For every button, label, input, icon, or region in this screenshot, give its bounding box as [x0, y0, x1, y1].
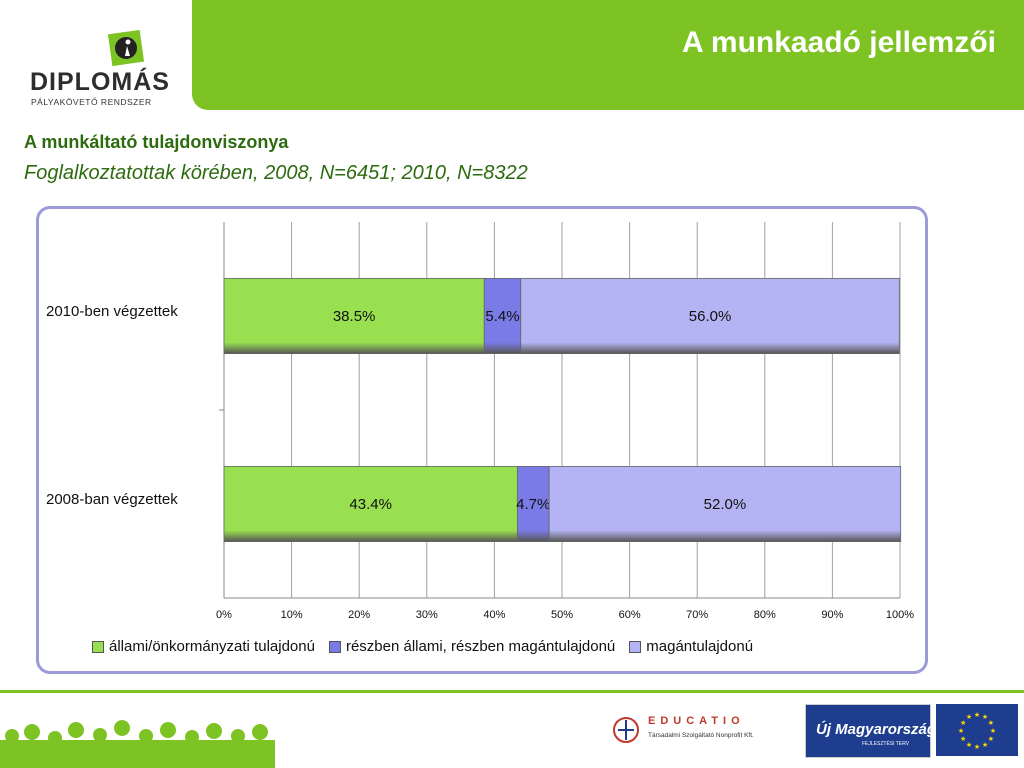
educatio-logo-icon	[613, 717, 639, 743]
x-tick-label: 40%	[483, 609, 505, 621]
eu-star-icon: ★	[974, 711, 980, 719]
eu-star-icon: ★	[960, 735, 966, 743]
data-label: 52.0%	[704, 496, 747, 513]
legend-label: részben állami, részben magántulajdonú	[345, 638, 616, 655]
legend-label: állami/önkormányzati tulajdonú	[109, 638, 315, 655]
eu-star-icon: ★	[974, 743, 980, 751]
bar-segment	[223, 277, 485, 354]
legend-label: magántulajdonú	[646, 638, 754, 655]
bar-segment	[223, 465, 518, 542]
bar-segment	[548, 465, 902, 542]
eu-star-icon: ★	[988, 719, 994, 727]
x-tick-label: 10%	[281, 609, 303, 621]
eu-star-icon: ★	[966, 741, 972, 749]
data-label: 5.4%	[485, 308, 519, 325]
category-label: 2010-ben végzettek	[46, 303, 178, 320]
bar-segment	[520, 277, 900, 354]
x-tick-label: 70%	[686, 609, 708, 621]
x-tick-label: 20%	[348, 609, 370, 621]
x-tick-label: 100%	[886, 609, 914, 621]
stacked-bar-chart: 0% 10% 20% 30% 40% 50% 60% 70% 80% 90% 100% 2010-be…	[46, 222, 914, 621]
eu-star-icon: ★	[966, 713, 972, 721]
eu-star-icon: ★	[982, 713, 988, 721]
educatio-wordmark: EDUCATIO	[648, 715, 745, 727]
educatio-subtitle: Társadalmi Szolgáltató Nonprofit Kft.	[648, 732, 754, 739]
x-tick-label: 30%	[416, 609, 438, 621]
legend-swatch	[92, 640, 104, 653]
legend-item: magántulajdonú	[629, 638, 753, 655]
chart-legend: állami/önkormányzati tulajdonú részben ál…	[92, 638, 753, 655]
umft-subtitle: FEJLESZTÉSI TERV	[862, 741, 910, 747]
crowd-silhouette-icon	[0, 720, 275, 768]
data-label: 56.0%	[689, 308, 732, 325]
x-tick-label: 50%	[551, 609, 573, 621]
data-label: 43.4%	[349, 496, 392, 513]
chart-subheading: Foglalkoztatottak körében, 2008, N=6451;…	[24, 162, 528, 184]
umft-text: Új Magyarország	[816, 721, 937, 738]
x-tick-label: 0%	[216, 609, 232, 621]
header-bar: A munkaadó jellemzői	[192, 0, 1024, 110]
legend-swatch	[629, 640, 642, 653]
eu-star-icon: ★	[960, 719, 966, 727]
data-label: 38.5%	[333, 308, 376, 325]
bar-segment	[516, 465, 550, 542]
chart-heading: A munkáltató tulajdonviszonya	[24, 132, 289, 152]
legend-item: részben állami, részben magántulajdonú	[328, 638, 616, 655]
uj-magyarorszag-logo: Új Magyarország FEJLESZTÉSI TERV	[805, 704, 936, 758]
logo-title: DIPLOMÁS	[30, 68, 170, 96]
logo-subtitle: PÁLYAKÖVETŐ RENDSZER	[31, 97, 152, 107]
slide-title: A munkaadó jellemzői	[682, 26, 996, 59]
logo-area: DIPLOMÁS PÁLYAKÖVETŐ RENDSZER	[0, 0, 192, 110]
eu-star-icon: ★	[958, 727, 964, 735]
footer-divider	[0, 690, 1024, 693]
legend-swatch	[328, 640, 341, 653]
data-label: 4.7%	[516, 496, 550, 513]
category-label: 2008-ban végzettek	[46, 491, 178, 508]
educatio-logo: EDUCATIO Társadalmi Szolgáltató Nonprofi…	[608, 712, 778, 748]
x-tick-label: 90%	[821, 609, 843, 621]
x-tick-label: 80%	[754, 609, 776, 621]
eu-star-icon: ★	[990, 727, 996, 735]
eu-star-icon: ★	[988, 735, 994, 743]
diplomas-logo-icon	[107, 29, 145, 67]
eu-star-icon: ★	[982, 741, 988, 749]
legend-item: állami/önkormányzati tulajdonú	[92, 638, 315, 655]
eu-flag-icon: ★★★★★★★★★ ★ ★★	[936, 704, 1018, 756]
x-tick-label: 60%	[619, 609, 641, 621]
